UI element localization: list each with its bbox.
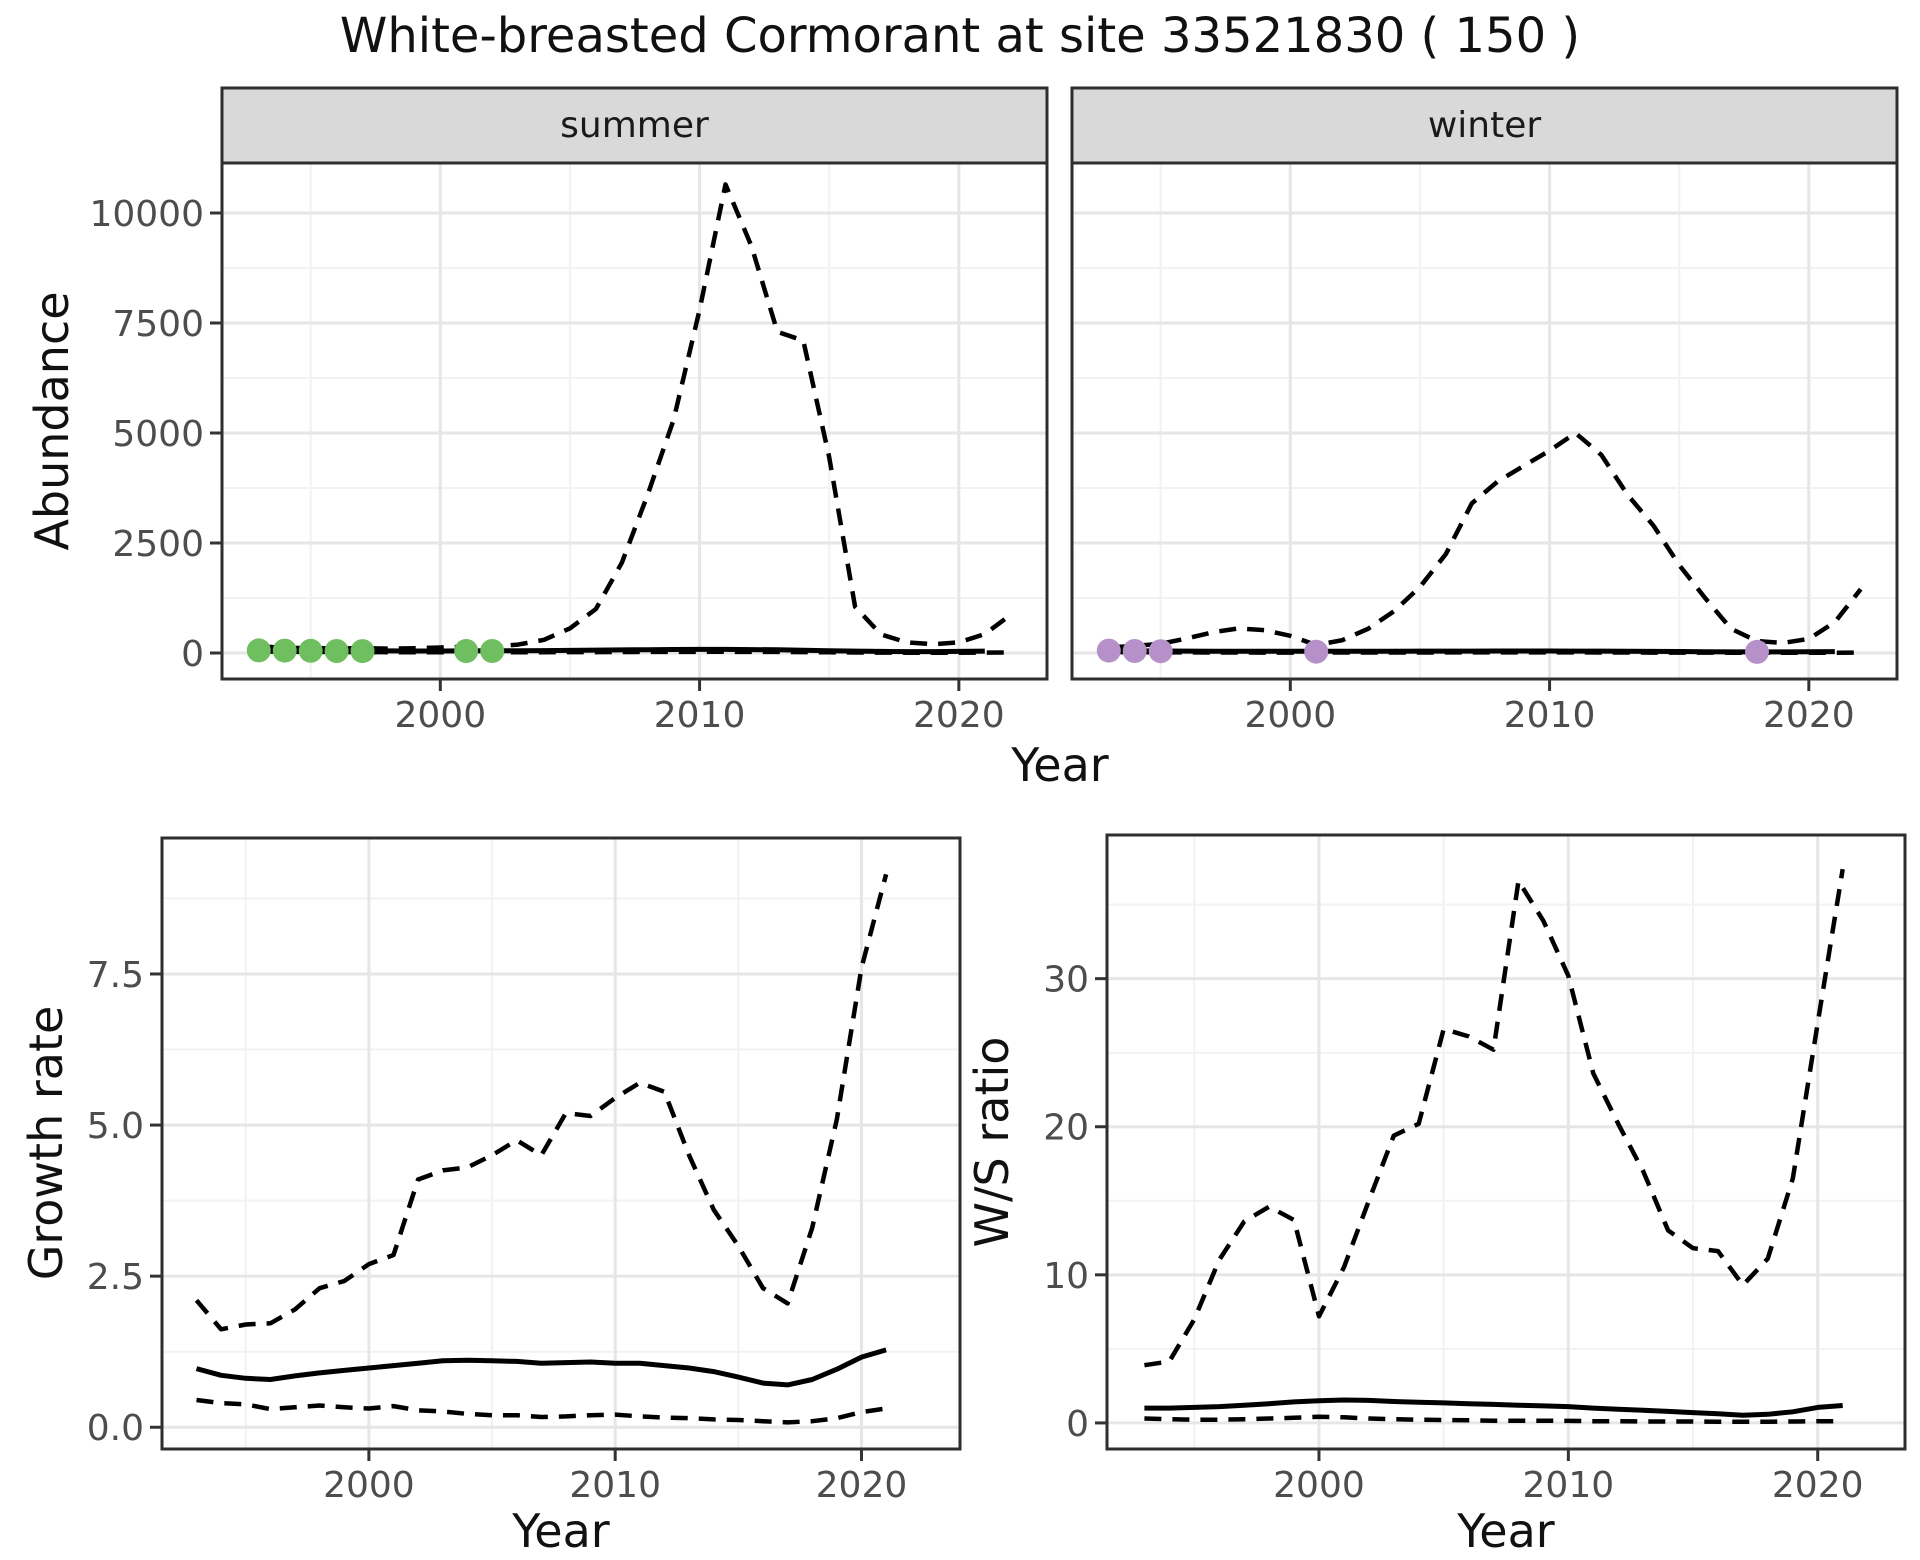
facet-strip-label-winter: winter	[1427, 105, 1542, 146]
abundance-winter-observed-point	[1745, 639, 1769, 664]
x-tick-label: 2000	[1244, 695, 1336, 736]
facet-strip	[1070, 86, 1899, 165]
x-tick-label: 2020	[816, 1465, 908, 1506]
x-tick-label: 2000	[323, 1465, 415, 1506]
y-tick-label: 2.5	[87, 1257, 144, 1298]
abundance-summer-median-line	[258, 646, 985, 655]
ws-ratio-upper-95ci-line	[1144, 868, 1845, 1368]
panel-background	[1072, 163, 1897, 679]
y-axis-title-abundance: Abundance	[25, 291, 79, 551]
panel-ws-ratio: 2000 2010 2020 0 10 20 30	[1043, 833, 1907, 1506]
x-tick-label: 2010	[569, 1465, 661, 1506]
abundance-summer-observed-point	[298, 638, 323, 663]
y-tick-label: 0	[1066, 1404, 1089, 1445]
abundance-winter-observed-point	[1304, 639, 1329, 664]
panel-background	[222, 163, 1047, 679]
x-tick-label: 2020	[913, 695, 1005, 736]
panel-growth-rate: 2000 2010 2020 0.0 2.5 5.0 7.5	[87, 836, 962, 1506]
y-tick-label: 10	[1043, 1256, 1089, 1297]
y-tick-label: 20	[1043, 1108, 1089, 1149]
abundance-winter-observed-point	[1096, 638, 1121, 663]
x-tick-label: 2020	[1772, 1465, 1864, 1506]
x-tick-label: 2010	[1523, 1465, 1615, 1506]
y-tick-label: 7.5	[87, 955, 144, 996]
x-axis-title-year-growth: Year	[512, 1504, 610, 1558]
y-tick-label: 0.0	[87, 1408, 144, 1449]
y-tick-label: 30	[1043, 960, 1089, 1001]
abundance-summer-observed-point	[324, 639, 349, 663]
y-tick-label: 7500	[112, 304, 204, 345]
panel-border	[160, 836, 962, 1451]
abundance-summer-observed-point	[272, 638, 297, 663]
facet-strip	[220, 86, 1049, 165]
x-tick-label: 2000	[394, 695, 486, 736]
abundance-summer-observed-point	[246, 638, 271, 663]
ws-ratio-median-line	[1144, 1397, 1843, 1418]
y-tick-label: 2500	[112, 524, 204, 565]
x-axis-title-year-top: Year	[1011, 738, 1109, 792]
panel-border	[1105, 833, 1907, 1451]
y-tick-label: 10000	[89, 194, 204, 235]
y-axis-title-ws-ratio: W/S ratio	[965, 1036, 1019, 1248]
x-tick-label: 2010	[654, 695, 746, 736]
facet-strip-label-summer: summer	[560, 105, 709, 146]
x-tick-label: 2010	[1504, 695, 1596, 736]
ws-ratio-lower-95ci-line	[1144, 1414, 1843, 1425]
abundance-winter-median-line	[1108, 648, 1835, 655]
y-tick-label: 5000	[112, 414, 204, 455]
panel-border	[1070, 161, 1899, 681]
x-tick-label: 2000	[1273, 1465, 1365, 1506]
panel-background	[1107, 835, 1905, 1449]
panel-abundance-summer: 2000 2010 2020 0 2500 5000 7500 10000	[89, 86, 1049, 736]
figure-title: White-breasted Cormorant at site 3352183…	[339, 8, 1581, 64]
abundance-summer-observed-point	[350, 639, 375, 664]
y-tick-label: 5.0	[87, 1106, 144, 1147]
y-tick-label: 0	[181, 634, 204, 675]
x-tick-label: 2020	[1763, 695, 1855, 736]
growth-rate-lower-95ci-line	[196, 1397, 887, 1425]
growth-rate-median-line	[195, 1347, 887, 1388]
y-axis-title-growth-rate: Growth rate	[19, 1005, 73, 1281]
abundance-summer-observed-point	[454, 639, 479, 663]
abundance-winter-observed-point	[1122, 639, 1147, 663]
panel-background	[162, 838, 960, 1449]
panel-border	[220, 161, 1049, 681]
abundance-winter-observed-point	[1148, 639, 1173, 664]
x-axis-title-year-ws: Year	[1457, 1504, 1555, 1558]
abundance-winter-upper-95ci-line	[1108, 430, 1863, 650]
abundance-summer-observed-point	[480, 639, 505, 663]
panel-abundance-winter: 2000 2010 2020	[1070, 86, 1899, 736]
